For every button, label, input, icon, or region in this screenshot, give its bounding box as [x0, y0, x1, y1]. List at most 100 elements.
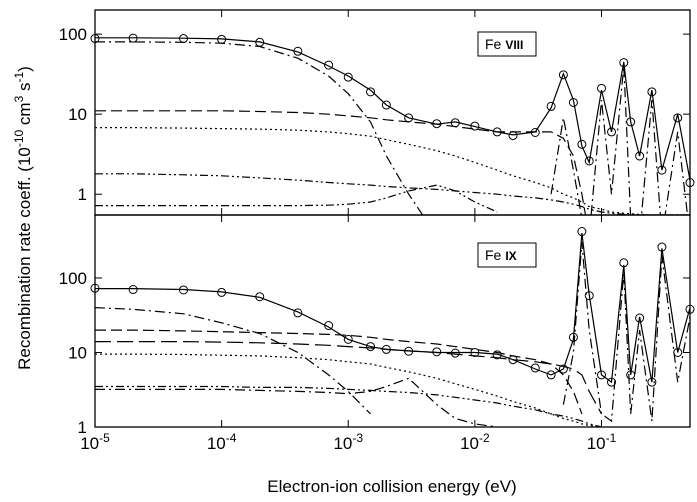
data-point: [366, 87, 376, 97]
ion-stage: VIII: [505, 38, 523, 52]
x-tick-exponent: -2: [479, 431, 490, 445]
y-label-part: s: [15, 82, 34, 95]
data-point: [324, 60, 334, 70]
data-point: [626, 117, 636, 127]
data-point: [381, 344, 391, 354]
data-point: [404, 113, 414, 123]
ion-element: Fe: [485, 36, 502, 52]
x-tick-label: 10-5: [80, 431, 110, 453]
data-point: [432, 347, 442, 357]
y-tick-label: 10: [68, 105, 87, 124]
ion-label: Fe VIII: [485, 36, 523, 52]
y-tick-label: 10: [68, 343, 87, 362]
y-label-part: ): [15, 66, 34, 72]
data-point: [577, 227, 587, 237]
data-point: [324, 321, 334, 331]
data-point: [492, 350, 502, 360]
x-tick-exponent: -5: [99, 431, 110, 445]
x-tick-label: 10-4: [207, 431, 237, 453]
ion-label-box: [477, 242, 537, 268]
data-point: [546, 101, 556, 111]
data-point: [404, 346, 414, 356]
data-point: [530, 128, 540, 138]
data-point: [568, 332, 578, 342]
x-tick-base: 10: [207, 434, 226, 453]
x-tick-exponent: -1: [606, 431, 617, 445]
data-point: [647, 377, 657, 387]
data-point: [470, 121, 480, 131]
y-tick-label: 1: [78, 185, 87, 204]
data-point: [381, 100, 391, 110]
data-point: [596, 83, 606, 93]
data-point: [450, 348, 460, 358]
y-label-sup: -1: [12, 71, 26, 82]
y-label-sup: 3: [12, 95, 26, 102]
curve: [95, 110, 587, 215]
data-point: [293, 46, 303, 56]
data-point: [508, 355, 518, 365]
data-point: [673, 347, 683, 357]
x-tick-base: 10: [333, 434, 352, 453]
data-point: [635, 151, 645, 161]
data-point: [432, 119, 442, 129]
data-point: [128, 285, 138, 295]
data-point: [673, 113, 683, 123]
ion-label: Fe IX: [485, 247, 517, 263]
x-tick-base: 10: [587, 434, 606, 453]
plot-area: [95, 233, 690, 427]
curve: [95, 127, 690, 215]
curve: [95, 377, 498, 427]
data-point: [508, 131, 518, 141]
curve: [95, 329, 583, 415]
x-tick-label: 10-2: [460, 431, 490, 453]
data-point: [657, 165, 667, 175]
data-point: [217, 34, 227, 44]
data-point: [217, 287, 227, 297]
data-point: [584, 291, 594, 301]
data-point: [255, 37, 265, 47]
x-tick-label: 10-3: [333, 431, 363, 453]
data-point: [647, 87, 657, 97]
curve: [95, 173, 690, 215]
y-label-part: Recombination rate coeff. (10: [15, 147, 34, 370]
data-point: [492, 127, 502, 137]
data-point: [619, 258, 629, 268]
data-point: [607, 127, 617, 137]
data-point: [607, 377, 617, 387]
data-point: [343, 72, 353, 82]
data-point: [179, 285, 189, 295]
curve: [95, 341, 603, 415]
ion-stage: IX: [505, 249, 516, 263]
data-point: [470, 347, 480, 357]
curve: [95, 37, 690, 181]
y-label-sup: -10: [12, 129, 26, 147]
y-label-part: cm: [15, 102, 34, 129]
data-point: [584, 156, 594, 166]
data-point: [530, 363, 540, 373]
data-point: [577, 139, 587, 149]
data-point: [179, 34, 189, 44]
x-tick-label: 10-1: [587, 431, 617, 453]
plot-frame: [94, 214, 691, 428]
y-tick-label: 100: [59, 269, 87, 288]
data-point: [546, 370, 556, 380]
data-point: [626, 370, 636, 380]
ion-label-box: [477, 31, 537, 57]
ion-element: Fe: [485, 247, 502, 263]
data-point: [568, 97, 578, 107]
data-point: [450, 118, 460, 128]
y-tick-label: 100: [59, 25, 87, 44]
data-point: [558, 364, 568, 374]
data-point: [293, 308, 303, 318]
data-point: [657, 242, 667, 252]
data-point: [619, 58, 629, 68]
data-point: [558, 70, 568, 80]
data-point: [596, 370, 606, 380]
curve: [95, 242, 690, 423]
x-tick-exponent: -4: [226, 431, 237, 445]
data-point: [343, 334, 353, 344]
data-point: [128, 33, 138, 43]
y-tick-label: 1: [78, 418, 87, 437]
